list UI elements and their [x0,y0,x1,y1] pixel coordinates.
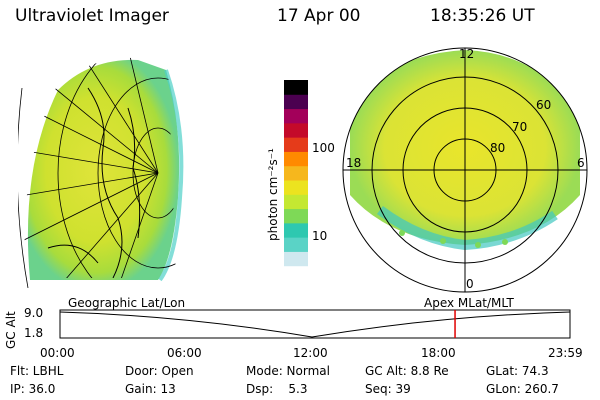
colorbar-segment [284,222,308,238]
earth-image [18,57,184,288]
instrument-title: Ultraviolet Imager [15,6,169,26]
mlt-label-6: 6 [577,156,585,170]
timeline-xtick-2359: 23:59 [548,346,583,360]
time-label: 18:35:26 UT [430,6,535,26]
lat-label-70: 70 [512,120,528,134]
lat-label-80: 80 [490,141,506,155]
timeline-xtick-0000: 00:00 [40,346,75,360]
timeline-left-title: Geographic Lat/Lon [68,296,186,310]
colorbar-tick-100: 100 [312,141,335,155]
status-mode: Mode: Normal [246,364,330,378]
colorbar-segment [284,237,308,252]
status-filter: Flt: LBHL [10,364,64,378]
colorbar-segment [284,151,308,167]
mlt-label-18: 18 [346,156,362,170]
polar-plot [342,47,588,293]
colorbar-segment [284,122,308,138]
colorbar-segment [284,108,308,124]
status-door: Door: Open [125,364,194,378]
status-seq: Seq: 39 [365,382,411,396]
timeline-xtick-0600: 06:00 [167,346,202,360]
colorbar-segment [284,208,308,224]
timeline-ytick-9: 9.0 [24,306,44,320]
status-dsp: Dsp: 5.3 [246,382,308,396]
timeline-ytick-1-8: 1.8 [24,326,44,340]
timeline-plot [59,309,571,339]
colorbar-segment [284,180,308,195]
colorbar-segment [284,137,308,152]
lat-label-60: 60 [536,98,552,112]
colorbar-segment [284,194,308,210]
colorbar-segment [284,165,308,181]
mlt-label-0: 0 [466,277,474,291]
status-glon: GLon: 260.7 [486,382,559,396]
timeline-xtick-1800: 18:00 [421,346,456,360]
mlt-label-12: 12 [459,47,475,61]
timeline-axis-label: GC Alt [4,311,18,349]
colorbar-segment [284,251,308,267]
colorbar-segment [284,265,308,280]
colorbar-segment [284,94,308,110]
timeline-xtick-1200: 12:00 [293,346,328,360]
polar-grid [342,47,588,293]
colorbar-segment [284,80,308,95]
colorbar-unit-label: photon cm⁻²s⁻¹ [266,148,280,241]
date-label: 17 Apr 00 [277,6,361,26]
colorbar [284,80,308,280]
status-ip: IP: 36.0 [10,382,56,396]
timeline-right-title: Apex MLat/MLT [424,296,514,310]
colorbar-tick-10: 10 [312,229,328,243]
aurora-disc [27,59,180,280]
status-glat: GLat: 74.3 [486,364,549,378]
status-gain: Gain: 13 [125,382,176,396]
status-gc-alt: GC Alt: 8.8 Re [365,364,449,378]
altitude-curve [59,311,571,338]
